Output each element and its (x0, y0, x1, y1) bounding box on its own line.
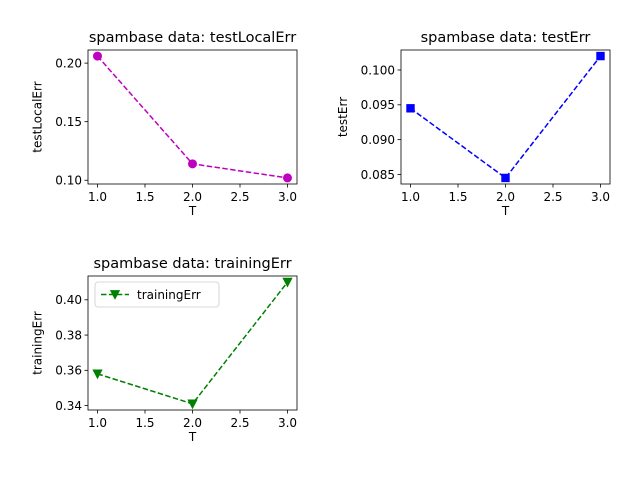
y-tick-label: 0.34 (55, 399, 82, 413)
data-point (282, 277, 293, 288)
legend-box (94, 281, 220, 308)
y-tick-label: 0.20 (55, 56, 82, 70)
x-axis-label: T (188, 204, 197, 218)
plot-area (92, 277, 293, 410)
x-tick-label: 2.5 (230, 416, 249, 430)
chart-2: 1.0 1.5 2.0 2.5 3.0 0.085 0.090 0.095 0.100 spamb… (336, 30, 611, 218)
x-tick-label: 3.0 (278, 190, 297, 204)
legend: trainingErr (94, 281, 220, 308)
legend-label: trainingErr (137, 288, 201, 302)
x-tick-label: 3.0 (591, 190, 610, 204)
x-tick-label: 1.5 (135, 416, 154, 430)
y-tick-label: 0.38 (55, 328, 82, 342)
y-tick-label: 0.085 (361, 168, 395, 182)
y-axis-label: testLocalErr (31, 81, 45, 152)
x-tick-label: 2.5 (230, 190, 249, 204)
chart-3: 1.0 1.5 2.0 2.5 3.0 0.34 0.36 0.38 0.40 spambase … (31, 256, 298, 444)
plot-area (93, 51, 292, 183)
x-tick-label: 1.0 (88, 416, 107, 430)
x-tick-label: 1.5 (448, 190, 467, 204)
y-tick-label: 0.15 (55, 115, 82, 129)
chart-title: spambase data: trainingErr (93, 256, 291, 272)
data-point (283, 173, 292, 183)
chart-1: 1.0 1.5 2.0 2.5 3.0 0.10 0.15 0.20 spambase data… (31, 30, 298, 218)
data-point (92, 369, 103, 380)
y-tick-label: 0.10 (55, 174, 82, 188)
chart-title: spambase data: testErr (421, 30, 591, 46)
y-axis-label: testErr (336, 97, 350, 137)
x-tick-label: 1.0 (401, 190, 420, 204)
x-tick-label: 3.0 (278, 416, 297, 430)
plot-area (406, 51, 605, 183)
x-tick-label: 1.5 (135, 190, 154, 204)
x-tick-label: 2.0 (183, 190, 202, 204)
y-tick-label: 0.100 (361, 63, 395, 77)
x-tick-label: 2.0 (496, 190, 515, 204)
y-tick-label: 0.36 (55, 364, 82, 378)
x-tick-label: 1.0 (88, 190, 107, 204)
data-point (93, 51, 102, 61)
data-point (406, 104, 415, 113)
y-axis-label: trainingErr (31, 311, 45, 375)
data-point (596, 51, 605, 61)
data-point (501, 173, 510, 183)
x-axis-label: T (501, 204, 510, 218)
y-tick-label: 0.095 (361, 98, 395, 112)
x-tick-label: 2.0 (183, 416, 202, 430)
x-tick-label: 2.5 (543, 190, 562, 204)
data-point (188, 159, 197, 169)
y-tick-label: 0.090 (361, 133, 395, 147)
x-axis-label: T (188, 430, 197, 444)
data-point (187, 399, 198, 410)
legend-marker (109, 290, 121, 300)
y-tick-label: 0.40 (55, 293, 82, 307)
chart-title: spambase data: testLocalErr (89, 30, 296, 46)
